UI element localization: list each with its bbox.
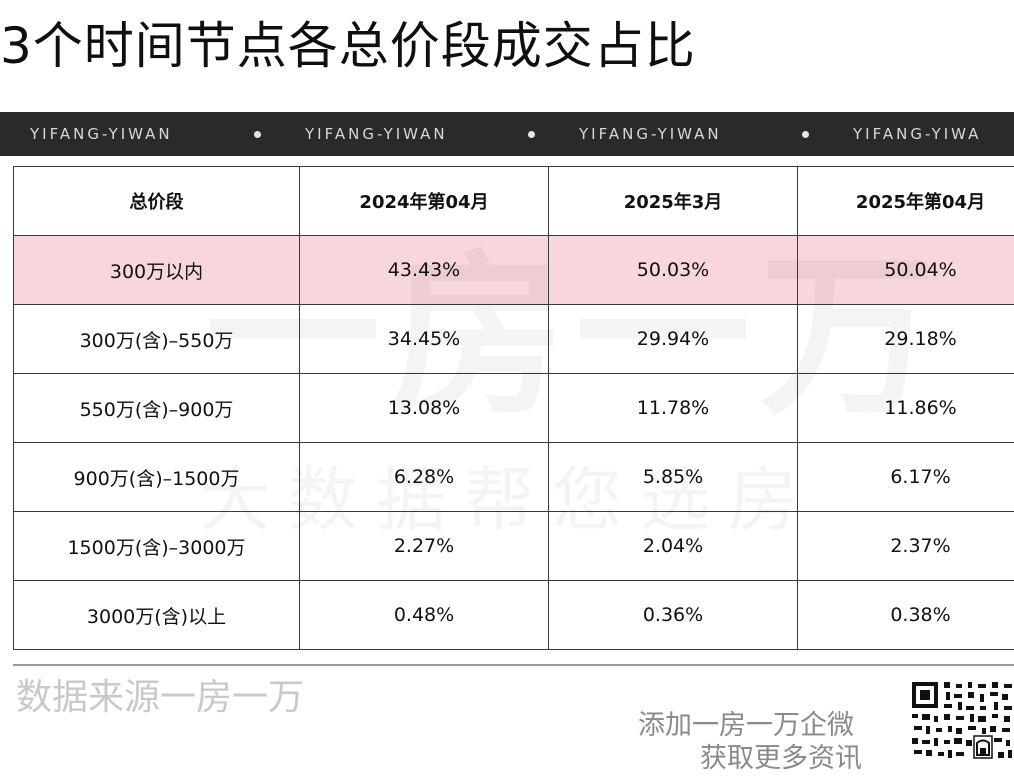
table-row: 300万(含)–550万 34.45% 29.94% 29.18%	[14, 305, 1014, 374]
share-cell: 2.04%	[549, 512, 798, 581]
share-cell: 29.94%	[549, 305, 798, 374]
share-cell: 6.17%	[798, 443, 1014, 512]
share-cell: 50.04%	[798, 236, 1014, 305]
share-cell: 2.27%	[300, 512, 549, 581]
table-row: 300万以内 43.43% 50.03% 50.04%	[14, 236, 1014, 305]
share-cell: 6.28%	[300, 443, 549, 512]
header-period: 2025年第04月	[798, 167, 1014, 236]
price-band-cell: 3000万(含)以上	[14, 581, 300, 650]
ribbon-text: YIFANG-YIWAN	[30, 112, 173, 156]
header-period: 2025年3月	[549, 167, 798, 236]
share-cell: 34.45%	[300, 305, 549, 374]
share-cell: 11.86%	[798, 374, 1014, 443]
ribbon-text: YIFANG-YIWA	[853, 112, 981, 156]
brand-ribbon: YIFANG-YIWAN YIFANG-YIWAN YIFANG-YIWAN Y…	[0, 112, 1014, 156]
table-row: 900万(含)–1500万 6.28% 5.85% 6.17%	[14, 443, 1014, 512]
cta-text-line1: 添加一房一万企微	[638, 708, 854, 744]
share-cell: 0.48%	[300, 581, 549, 650]
ribbon-text: YIFANG-YIWAN	[305, 112, 448, 156]
price-share-table: 总价段 2024年第04月 2025年3月 2025年第04月 300万以内 4…	[13, 166, 1014, 650]
table-header-row: 总价段 2024年第04月 2025年3月 2025年第04月	[14, 167, 1014, 236]
page-title: 3个时间节点各总价段成交占比	[0, 14, 696, 78]
price-band-cell: 300万(含)–550万	[14, 305, 300, 374]
table-row: 550万(含)–900万 13.08% 11.78% 11.86%	[14, 374, 1014, 443]
share-cell: 29.18%	[798, 305, 1014, 374]
ribbon-dot-icon	[802, 131, 809, 138]
price-band-cell: 900万(含)–1500万	[14, 443, 300, 512]
footer-divider	[13, 664, 1014, 666]
share-cell: 50.03%	[549, 236, 798, 305]
share-cell: 0.36%	[549, 581, 798, 650]
header-period: 2024年第04月	[300, 167, 549, 236]
data-source-note: 数据来源一房一万	[16, 676, 304, 720]
table-row: 3000万(含)以上 0.48% 0.36% 0.38%	[14, 581, 1014, 650]
share-cell: 5.85%	[549, 443, 798, 512]
ribbon-dot-icon	[254, 131, 261, 138]
share-cell: 2.37%	[798, 512, 1014, 581]
share-cell: 13.08%	[300, 374, 549, 443]
price-share-table-wrapper: 总价段 2024年第04月 2025年3月 2025年第04月 300万以内 4…	[13, 166, 1014, 656]
price-band-cell: 300万以内	[14, 236, 300, 305]
header-price-band: 总价段	[14, 167, 300, 236]
share-cell: 43.43%	[300, 236, 549, 305]
ribbon-text: YIFANG-YIWAN	[579, 112, 722, 156]
share-cell: 0.38%	[798, 581, 1014, 650]
price-band-cell: 550万(含)–900万	[14, 374, 300, 443]
ribbon-dot-icon	[528, 131, 535, 138]
qr-code-icon[interactable]	[910, 680, 1014, 761]
table-row: 1500万(含)–3000万 2.27% 2.04% 2.37%	[14, 512, 1014, 581]
share-cell: 11.78%	[549, 374, 798, 443]
price-band-cell: 1500万(含)–3000万	[14, 512, 300, 581]
cta-text-line2: 获取更多资讯	[700, 741, 862, 777]
